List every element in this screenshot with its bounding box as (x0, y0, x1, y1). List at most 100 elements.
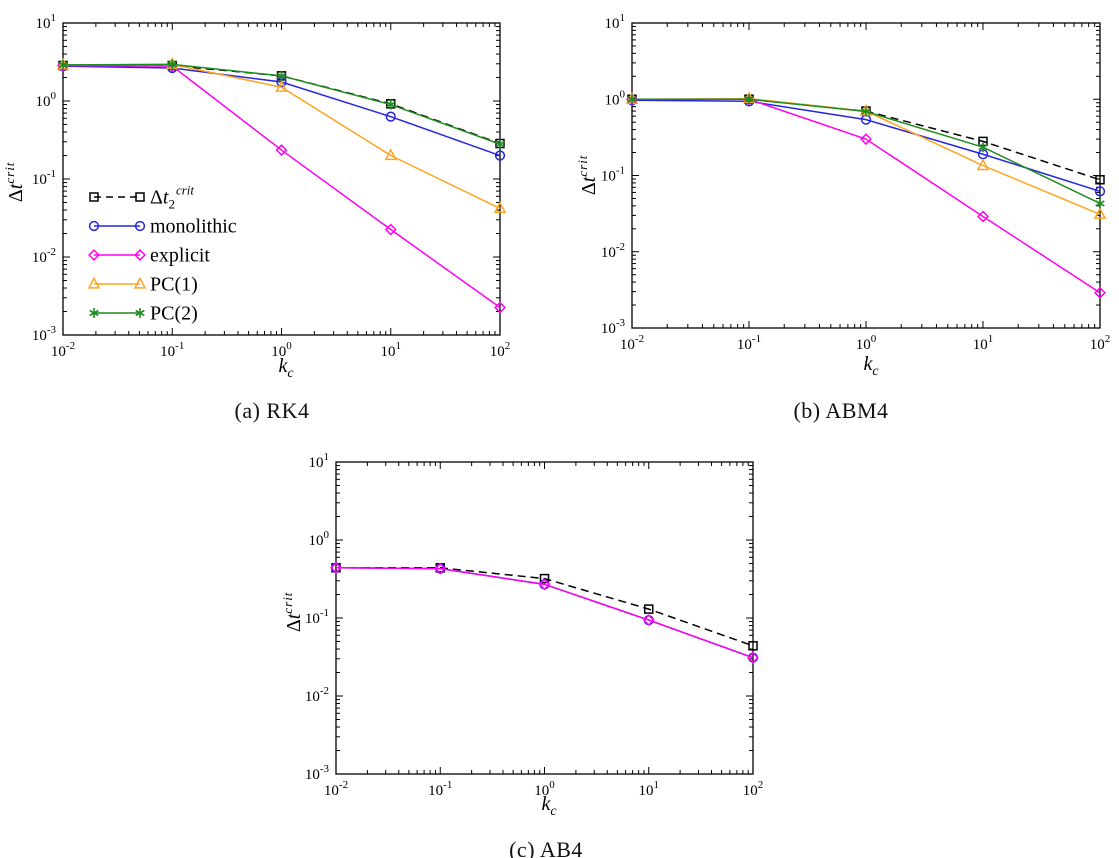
caption-rk4: (a) RK4 (234, 398, 310, 423)
tick-label: 10-1 (32, 168, 56, 188)
tick-label: 101 (973, 333, 994, 353)
plot-frame (335, 461, 754, 775)
tick-label: 10-3 (601, 317, 626, 337)
legend-entry-Δt2^crit: Δt2crit (89, 183, 194, 212)
marker-diamond (434, 562, 447, 575)
marker-square (135, 192, 145, 202)
tick-label: 10-2 (601, 241, 625, 261)
tick-label: 10-1 (428, 779, 452, 799)
marker-diamond (642, 614, 655, 627)
tick-label: 101 (381, 340, 402, 360)
legend-entry-explicit: explicit (88, 245, 210, 267)
marker-circle (494, 150, 506, 161)
marker-diamond (538, 578, 551, 591)
tick-label: 100 (309, 529, 330, 549)
plot-frame (62, 22, 501, 336)
marker-triangle (87, 276, 101, 289)
plot-a: 10-2 10-1 100 101 10210110010-110-210-3Δt2cr… (32, 12, 510, 360)
series-line (335, 567, 754, 659)
y-axis-label-ab4: Δtcrit (280, 591, 305, 633)
marker-asterisk (627, 94, 637, 105)
y-axis-label-abm4: Δtcrit (575, 154, 600, 196)
caption-ab4: (c) AB4 (509, 837, 583, 858)
caption-abm4: (b) ABM4 (793, 398, 889, 423)
series-explicit (330, 561, 759, 664)
tick-label: 101 (36, 12, 57, 32)
axis-ticks (62, 22, 501, 336)
marker-diamond (1094, 286, 1106, 299)
marker-triangle (133, 276, 147, 289)
marker-circle (88, 220, 100, 232)
tick-label: 10-3 (32, 324, 57, 344)
tick-label: 10-2 (305, 685, 329, 705)
marker-diamond (494, 301, 506, 314)
legend-label: PC(1) (150, 274, 198, 296)
marker-diamond (275, 144, 288, 157)
marker-square (644, 604, 654, 614)
marker-asterisk (495, 139, 505, 150)
legend: Δt2crit monolithic explicit PC(1) PC(2) (87, 183, 237, 325)
tick-label: 10-2 (32, 246, 56, 266)
series-line (335, 567, 754, 659)
tick-label: 102 (743, 779, 764, 799)
tick-label: 101 (309, 451, 330, 471)
marker-square (539, 573, 550, 584)
marker-asterisk (89, 308, 99, 318)
marker-asterisk (276, 70, 287, 81)
marker-asterisk (861, 106, 871, 117)
marker-triangle (976, 158, 990, 171)
series-explicit (626, 93, 1106, 299)
tick-label: 10-2 (324, 779, 348, 799)
marker-diamond (384, 223, 397, 236)
marker-asterisk (386, 99, 396, 110)
tick-label: 102 (490, 340, 511, 360)
marker-asterisk (58, 59, 68, 70)
y-axis-label-rk4: Δtcrit (2, 161, 27, 203)
marker-circle (1094, 186, 1106, 197)
plot-frame (631, 22, 1101, 329)
marker-square (89, 192, 99, 202)
marker-triangle (1093, 207, 1107, 219)
marker-circle (385, 111, 396, 122)
marker-square (748, 641, 758, 651)
marker-diamond (977, 210, 989, 223)
marker-diamond (860, 133, 872, 146)
marker-diamond (330, 561, 342, 574)
marker-diamond (134, 249, 146, 261)
marker-diamond (88, 249, 100, 261)
marker-asterisk (135, 308, 145, 318)
series-PC(2) (627, 94, 1105, 209)
marker-asterisk (1095, 198, 1105, 209)
legend-label: explicit (150, 245, 210, 267)
marker-asterisk (744, 94, 754, 105)
tick-label: 10-2 (620, 333, 644, 353)
series-line (62, 64, 501, 309)
tick-label: 10-1 (601, 165, 625, 185)
series-PC(2) (58, 59, 505, 150)
legend-label: PC(2) (150, 303, 198, 325)
x-axis-label-rk4: kc (278, 355, 294, 381)
legend-entry-PC(2): PC(2) (89, 303, 198, 325)
tick-label: 101 (605, 12, 626, 32)
x-axis-label-abm4: kc (863, 353, 879, 379)
axis-ticks (631, 22, 1101, 329)
tick-label: 10-2 (51, 340, 75, 360)
legend-entry-monolithic: monolithic (88, 216, 237, 238)
marker-triangle (384, 148, 397, 161)
tick-label: 100 (605, 88, 626, 108)
series-explicit (57, 59, 506, 314)
tick-label: 10-3 (305, 763, 330, 783)
tick-label: 10-1 (737, 333, 761, 353)
marker-diamond (747, 651, 759, 664)
series-line (632, 98, 1101, 294)
marker-triangle (493, 201, 507, 214)
tick-label: 10-1 (160, 340, 184, 360)
marker-triangle (275, 80, 288, 92)
marker-asterisk (978, 142, 988, 153)
legend-label: Δt2crit (150, 183, 194, 212)
